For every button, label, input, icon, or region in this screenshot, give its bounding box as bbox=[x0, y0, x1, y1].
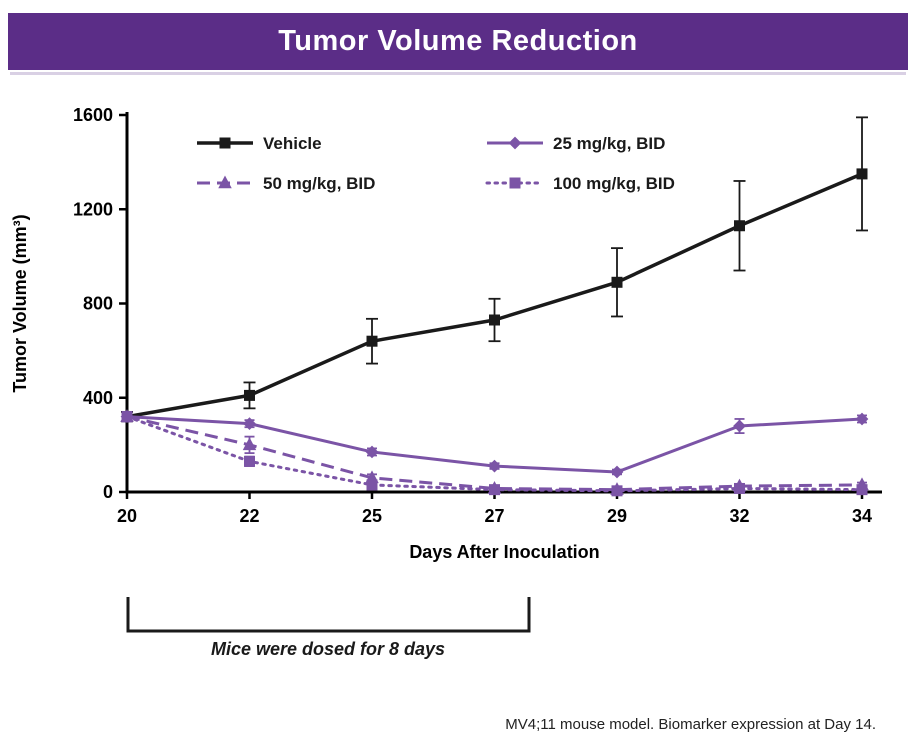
legend: Vehicle 25 mg/kg, BID 50 mg/kg, BID 100 mg/… bbox=[197, 134, 675, 193]
bracket-label: Mice were dosed for 8 days bbox=[211, 639, 445, 659]
svg-text:25: 25 bbox=[362, 506, 382, 526]
svg-text:22: 22 bbox=[239, 506, 259, 526]
legend-item-25-mg-kg-bid: 25 mg/kg, BID bbox=[487, 134, 665, 153]
dosing-bracket: Mice were dosed for 8 days bbox=[126, 597, 531, 659]
svg-text:20: 20 bbox=[117, 506, 137, 526]
legend-item-vehicle: Vehicle bbox=[197, 134, 322, 153]
x-axis-label: Days After Inoculation bbox=[409, 542, 599, 562]
series-25-mg-kg-bid bbox=[120, 410, 869, 479]
svg-text:34: 34 bbox=[852, 506, 872, 526]
svg-text:400: 400 bbox=[83, 388, 113, 408]
svg-text:32: 32 bbox=[729, 506, 749, 526]
series-100-mg-kg-bid bbox=[121, 411, 868, 497]
svg-text:29: 29 bbox=[607, 506, 627, 526]
tumor-volume-chart: 0 400 800 1200 1600 20 22 25 27 29 32 34 Days After … bbox=[10, 105, 882, 659]
svg-text:0: 0 bbox=[103, 482, 113, 502]
svg-text:1600: 1600 bbox=[73, 105, 113, 125]
svg-text:100 mg/kg, BID: 100 mg/kg, BID bbox=[553, 174, 675, 193]
svg-text:Vehicle: Vehicle bbox=[263, 134, 322, 153]
svg-text:25 mg/kg, BID: 25 mg/kg, BID bbox=[553, 134, 665, 153]
svg-text:800: 800 bbox=[83, 294, 113, 314]
page-title: Tumor Volume Reduction bbox=[278, 25, 638, 57]
y-axis-label: Tumor Volume (mm³) bbox=[10, 214, 30, 392]
axes: 0 400 800 1200 1600 20 22 25 27 29 32 34 Days After … bbox=[10, 105, 882, 562]
legend-item-50-mg-kg-bid: 50 mg/kg, BID bbox=[197, 174, 375, 193]
series-vehicle bbox=[121, 116, 868, 423]
svg-text:27: 27 bbox=[484, 506, 504, 526]
svg-text:50 mg/kg, BID: 50 mg/kg, BID bbox=[263, 174, 375, 193]
header-shadow bbox=[10, 72, 906, 75]
svg-text:1200: 1200 bbox=[73, 199, 113, 219]
legend-item-100-mg-kg-bid: 100 mg/kg, BID bbox=[485, 174, 675, 193]
footnote: MV4;11 mouse model. Biomarker expression… bbox=[505, 716, 876, 733]
header-bar: Tumor Volume Reduction bbox=[8, 13, 908, 70]
